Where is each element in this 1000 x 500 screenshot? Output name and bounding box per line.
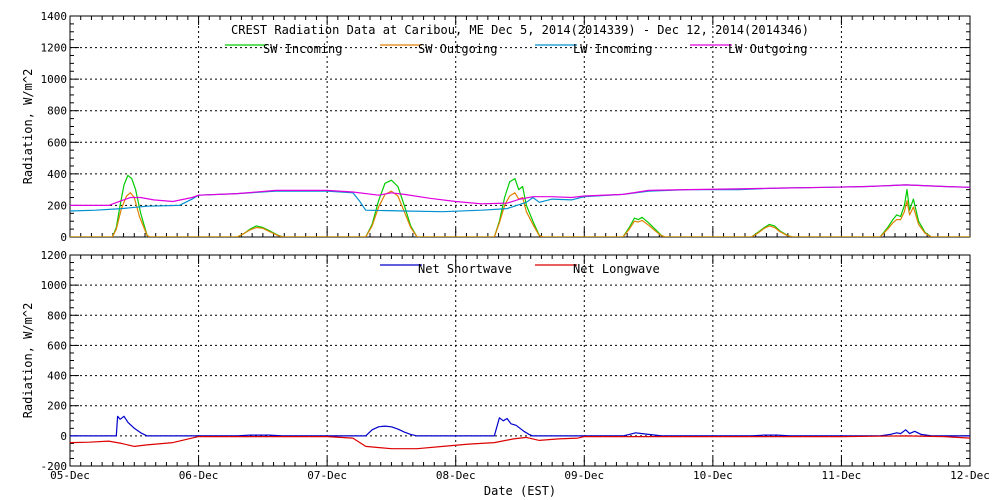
legend-label: LW Outgoing (728, 42, 807, 56)
legend-label: SW Incoming (263, 42, 342, 56)
y-tick-label: 800 (47, 105, 67, 118)
y-tick-label: 0 (60, 430, 67, 443)
series-line-sw-outgoing (70, 190, 970, 237)
chart-title: CREST Radiation Data at Caribou, ME Dec … (231, 23, 809, 37)
panel-top: 0 200 400 600 800 1000 1200 1400 Radiation, W/m^… (21, 10, 971, 244)
x-tick-label: 11-Dec (822, 469, 862, 482)
x-axis-label: Date (EST) (484, 484, 556, 498)
y-axis-label: Radiation, W/m^2 (21, 303, 35, 419)
x-tick-label: 06-Dec (179, 469, 219, 482)
series-line-net-longwave (70, 435, 970, 450)
y-tick-label: 1200 (41, 42, 68, 55)
y-tick-label: 600 (47, 136, 67, 149)
x-tick-label: 07-Dec (307, 469, 347, 482)
y-tick-label: 1200 (41, 249, 68, 262)
series-group (70, 174, 970, 237)
y-tick-label: 400 (47, 370, 67, 383)
legend-label: Net Shortwave (418, 262, 512, 276)
series-line-net-shortwave (70, 415, 970, 437)
plot-frame (69, 254, 971, 467)
x-tick-label: 10-Dec (693, 469, 733, 482)
legend-label: SW Outgoing (418, 42, 497, 56)
panel-bottom: -200 0 200 400 600 800 1000 1200 Radiation, W/m^… (21, 249, 990, 498)
x-tick-label: 08-Dec (436, 469, 476, 482)
y-tick-label: 1400 (41, 10, 68, 23)
series-group (70, 415, 970, 450)
y-tick-label: 600 (47, 339, 67, 352)
series-line-sw-incoming (70, 174, 970, 237)
y-tick-label: -200 (41, 460, 68, 473)
y-tick-label: 800 (47, 309, 67, 322)
y-axis-label: Radiation, W/m^2 (21, 69, 35, 185)
x-tick-label: 05-Dec (50, 469, 90, 482)
series-line-lw-outgoing (70, 184, 970, 206)
y-tick-label: 200 (47, 199, 67, 212)
x-tick-label: 09-Dec (564, 469, 604, 482)
y-tick-label: 1000 (41, 279, 68, 292)
legend-label: LW Incoming (573, 42, 652, 56)
x-tick-label: 12-Dec (950, 469, 990, 482)
y-tick-label: 1000 (41, 73, 68, 86)
y-tick-label: 200 (47, 400, 67, 413)
y-tick-label: 400 (47, 168, 67, 181)
y-tick-label: 0 (60, 231, 67, 244)
legend-label: Net Longwave (573, 262, 660, 276)
